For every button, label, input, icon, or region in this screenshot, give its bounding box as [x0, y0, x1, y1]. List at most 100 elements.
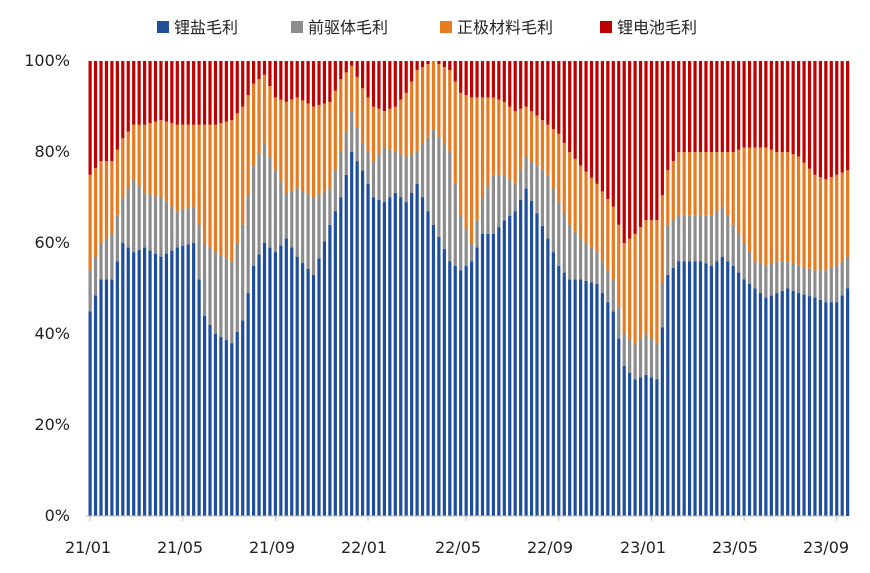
bar-segment-cathode: [704, 152, 708, 216]
bar-segment-li-salt: [273, 252, 277, 516]
bar-segment-cathode: [295, 97, 299, 189]
x-tick-label: 21/05: [157, 538, 203, 557]
bar-segment-cathode: [595, 183, 599, 253]
bar-segment-li-salt: [693, 261, 697, 516]
bar-segment-li-salt: [431, 224, 436, 517]
bar-segment-battery: [388, 61, 392, 109]
bar-segment-precursor: [737, 233, 741, 273]
bar-segment-precursor: [470, 243, 474, 262]
x-axis: 21/01 21/05 21/09 22/01 22/05 22/09 23/0…: [65, 538, 849, 557]
bar-segment-cathode: [780, 152, 784, 262]
bar-segment-li-salt: [764, 297, 768, 516]
bar-segment-li-salt: [726, 261, 730, 516]
bar-segment-battery: [758, 61, 763, 148]
bar-segment-cathode: [758, 147, 763, 264]
bar-segment-precursor: [491, 174, 495, 234]
bar-segment-battery: [704, 61, 708, 152]
bar-segment-precursor: [126, 188, 130, 248]
bar-segment-precursor: [410, 154, 414, 193]
bar-segment-li-salt: [568, 279, 572, 516]
bar-segment-li-salt: [350, 152, 354, 516]
bar-segment-cathode: [508, 106, 512, 180]
bar-segment-li-salt: [219, 337, 223, 516]
bar-segment-battery: [475, 61, 479, 98]
bar-segment-precursor: [731, 224, 735, 266]
bar-segment-battery: [268, 61, 272, 87]
bar-segment-battery: [464, 61, 468, 96]
bar-segment-precursor: [775, 261, 779, 294]
bar-segment-battery: [371, 61, 376, 107]
bar-segment-cathode: [344, 72, 348, 132]
bar-segment-li-salt: [306, 268, 310, 516]
bar-segment-precursor: [649, 338, 654, 378]
bar-segment-precursor: [344, 131, 348, 175]
bar-segment-li-salt: [807, 296, 812, 516]
bar-segment-battery: [301, 61, 305, 101]
bar-segment-li-salt: [535, 213, 539, 516]
bar-segment-battery: [660, 61, 664, 196]
bar-segment-battery: [622, 61, 626, 243]
bar-segment-battery: [159, 61, 163, 121]
bar-segment-cathode: [573, 158, 577, 232]
bar-segment-cathode: [753, 147, 757, 262]
bar-segment-cathode: [551, 129, 555, 189]
bar-segment-cathode: [737, 149, 741, 234]
bar-segment-precursor: [628, 338, 632, 373]
bar-segment-precursor: [459, 215, 463, 271]
bar-segment-cathode: [502, 101, 506, 175]
bar-segment-precursor: [486, 186, 490, 234]
bar-segment-cathode: [290, 99, 294, 191]
bar-segment-battery: [399, 61, 403, 100]
bar-segment-battery: [720, 61, 724, 152]
bar-segment-battery: [197, 61, 201, 125]
bar-segment-cathode: [786, 152, 790, 262]
bar-segment-cathode: [186, 124, 190, 209]
bar-segment-li-salt: [677, 261, 681, 516]
bar-segment-precursor: [202, 243, 207, 316]
bar-segment-precursor: [540, 170, 545, 226]
bar-segment-battery: [121, 61, 125, 139]
bar-segment-precursor: [698, 215, 703, 262]
bar-segment-precursor: [807, 268, 812, 297]
bar-segment-battery: [410, 61, 414, 82]
bar-segment-li-salt: [371, 197, 376, 516]
bar-segment-battery: [404, 61, 408, 93]
bar-segment-cathode: [611, 206, 615, 280]
bar-segment-precursor: [529, 161, 534, 201]
bar-segment-battery: [284, 61, 288, 102]
bar-segment-battery: [529, 61, 534, 112]
bar-segment-precursor: [600, 261, 604, 294]
bar-segment-cathode: [110, 161, 114, 234]
bar-segment-precursor: [666, 224, 670, 275]
bar-segment-precursor: [709, 215, 713, 266]
bar-segment-li-salt: [230, 343, 234, 516]
bar-segment-cathode: [132, 124, 136, 180]
bar-segment-cathode: [775, 152, 779, 262]
bar-segment-li-salt: [181, 246, 185, 516]
bar-segment-li-salt: [257, 254, 261, 517]
bar-segment-battery: [698, 61, 703, 152]
bar-segment-precursor: [262, 142, 267, 243]
bar-segment-li-salt: [617, 338, 621, 516]
bar-segment-battery: [361, 61, 365, 89]
bar-segment-precursor: [791, 263, 795, 291]
bar-segment-cathode: [649, 220, 654, 339]
bar-segment-battery: [257, 61, 261, 80]
bar-segment-li-salt: [464, 265, 468, 516]
bar-segment-precursor: [780, 261, 784, 291]
bar-segment-battery: [186, 61, 190, 125]
bar-segment-cathode: [818, 177, 822, 271]
bar-segment-cathode: [633, 233, 637, 344]
bar-segment-cathode: [121, 138, 125, 198]
bar-segment-battery: [448, 61, 452, 71]
bar-segment-cathode: [262, 74, 267, 143]
y-tick-label: 80%: [34, 142, 70, 161]
bar-segment-li-salt: [88, 311, 92, 516]
bar-segment-cathode: [644, 220, 648, 334]
bar-segment-battery: [579, 61, 583, 166]
bar-segment-precursor: [388, 149, 392, 198]
bar-segment-cathode: [246, 95, 250, 196]
bar-segment-li-salt: [606, 302, 610, 516]
bar-segment-li-salt: [393, 192, 397, 516]
bars-group: [88, 61, 850, 517]
